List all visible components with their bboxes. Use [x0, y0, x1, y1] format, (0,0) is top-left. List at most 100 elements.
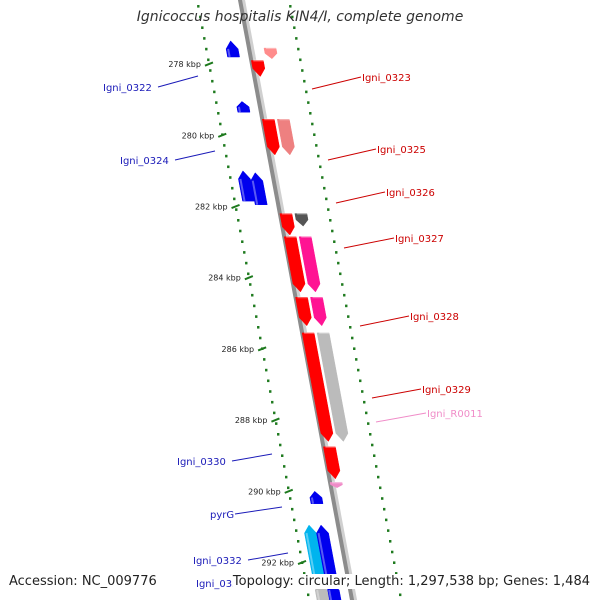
gene-label[interactable]: Igni_R0011 [427, 409, 483, 420]
ruler-dot [239, 229, 242, 233]
ruler-dot [253, 304, 256, 308]
scale-tick-mark [297, 559, 307, 566]
scale-tick-label: 290 kbp [248, 487, 281, 496]
scale-tick-mark [284, 488, 294, 494]
ruler-dot [323, 186, 326, 190]
ruler-dot [197, 5, 200, 8]
gene-arrow[interactable] [329, 482, 343, 488]
ruler-dot [327, 208, 330, 211]
ruler-dot [259, 336, 262, 340]
ruler-dot [219, 122, 222, 126]
ruler-dot [379, 486, 382, 490]
ruler-dot [345, 304, 348, 308]
gene-label[interactable]: Igni_0332 [193, 556, 242, 567]
gene-arrow[interactable] [295, 297, 312, 327]
ruler-dot [281, 454, 284, 457]
gene-arrow[interactable] [238, 170, 255, 202]
ruler-dot [233, 197, 236, 201]
gene-arrow[interactable] [310, 297, 327, 327]
gene-arrow[interactable] [294, 213, 309, 227]
gene-label[interactable]: Igni_0325 [377, 145, 426, 156]
ruler-dot [337, 261, 340, 265]
ruler-dot [251, 293, 254, 297]
ruler-dot [293, 26, 296, 29]
ruler-dot [319, 165, 322, 169]
ruler-dot [257, 326, 260, 329]
ruler-dot [306, 593, 310, 597]
gene-arrow[interactable] [276, 119, 295, 156]
gene-arrow[interactable] [250, 60, 266, 77]
gene-label[interactable]: Igni_0322 [103, 83, 152, 94]
ruler-dot [203, 37, 206, 40]
gene-label-leader [311, 76, 362, 90]
ruler-dot [389, 540, 392, 543]
ruler-right [289, 5, 402, 597]
ruler-dot [269, 390, 272, 393]
gene-arrow[interactable] [261, 119, 280, 156]
ruler-dot [247, 272, 250, 276]
genome-summary-text: Topology: circular; Length: 1,297,538 bp… [232, 574, 590, 589]
gene-label[interactable]: Igni_0329 [422, 385, 471, 396]
ruler-dot [275, 422, 278, 425]
gene-label[interactable]: Igni_0330 [177, 457, 226, 468]
ruler-dot [283, 465, 286, 468]
ruler-dot [297, 540, 300, 543]
gene-arrow[interactable] [323, 446, 341, 480]
ruler-dot [277, 433, 280, 436]
gene-arrow[interactable] [316, 332, 349, 442]
ruler-dot [317, 154, 320, 158]
gene-arrow[interactable] [263, 47, 278, 60]
gene-label[interactable]: Igni_0327 [395, 234, 444, 245]
gene-label-leader [359, 315, 410, 327]
ruler-dot [311, 122, 314, 126]
gene-arrow-highlight [310, 497, 315, 504]
ruler-dot [289, 5, 292, 8]
ruler-dot [235, 208, 238, 211]
gene-label-leader [157, 75, 199, 88]
gene-label[interactable]: pyrG [210, 510, 234, 521]
ruler-dot [255, 315, 258, 318]
gene-label[interactable]: Igni_0328 [410, 312, 459, 323]
gene-arrow[interactable] [236, 101, 251, 113]
gene-arrow[interactable] [309, 490, 324, 504]
scale-tick-mark [257, 346, 267, 352]
ruler-dot [383, 507, 386, 511]
gene-arrow-highlight [305, 532, 317, 583]
ruler-dot [231, 186, 234, 190]
scale-tick-label: 282 kbp [195, 202, 228, 211]
scale-tick-mark [244, 275, 254, 281]
ruler-dot [265, 368, 268, 372]
ruler-dot [225, 154, 228, 158]
ruler-dot [207, 58, 210, 62]
gene-arrow[interactable] [301, 332, 334, 442]
gene-arrow-highlight [316, 589, 321, 600]
gene-arrow[interactable] [298, 236, 321, 293]
ruler-dot [321, 176, 324, 179]
ruler-dot [325, 197, 328, 201]
gene-label[interactable]: Igni_0333 [196, 579, 245, 590]
gene-label[interactable]: Igni_0326 [386, 188, 435, 199]
gene-label-leader [174, 150, 216, 161]
gene-arrow-highlight [328, 589, 333, 600]
ruler-dot [213, 90, 216, 94]
ruler-dot [377, 475, 380, 479]
ruler-dot [301, 69, 304, 72]
scale-tick-mark [271, 417, 280, 423]
ruler-left [197, 5, 310, 597]
gene-arrow[interactable] [250, 172, 268, 205]
ruler-dot [357, 368, 360, 372]
ruler-dot [391, 550, 394, 554]
ruler-dot [387, 529, 390, 532]
scale-ticks: 278 kbp 280 kbp 282 kbp 284 kbp 286 kbp 288 k… [168, 60, 307, 567]
gene-arrow[interactable] [279, 213, 295, 236]
ruler-dot [291, 15, 294, 19]
gene-label[interactable]: Igni_0323 [362, 73, 411, 84]
ruler-dot [237, 219, 240, 222]
gene-label[interactable]: Igni_0324 [120, 156, 169, 167]
ruler-dot [279, 443, 282, 447]
gene-arrow[interactable] [283, 236, 306, 293]
ruler-dot [375, 465, 378, 468]
gene-arrow[interactable] [225, 40, 240, 58]
